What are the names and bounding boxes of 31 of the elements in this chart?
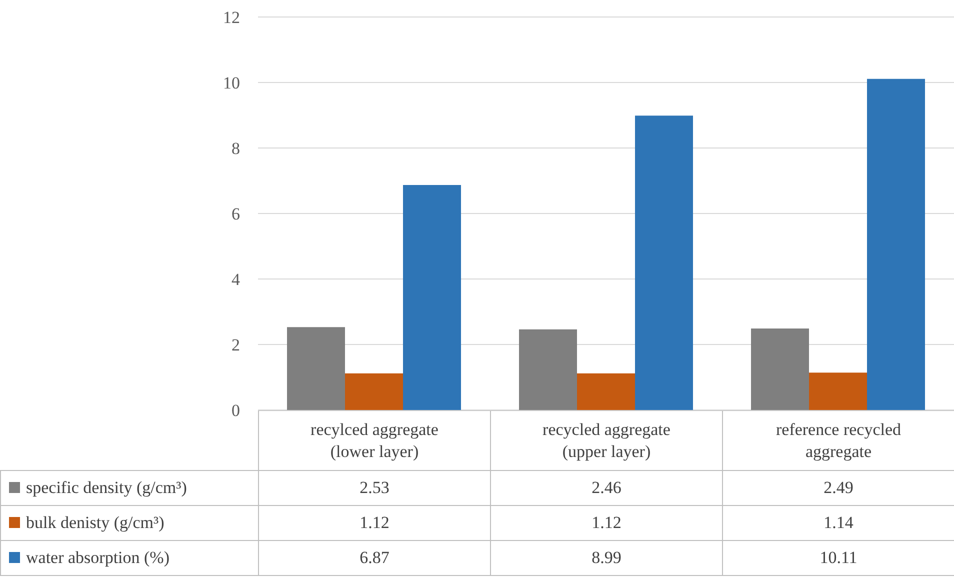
data-label: 10.11 [722,540,954,576]
bar [287,327,345,410]
y-tick-label: 6 [232,204,240,224]
x-tick-label: recycled aggregate (upper layer) [490,410,722,470]
bar [751,328,809,410]
bar [867,78,925,410]
data-label: 1.14 [722,506,954,540]
y-tick-label: 4 [232,270,240,290]
data-label: 1.12 [258,506,490,540]
y-tick-label: 12 [223,8,240,28]
data-label: 2.46 [490,470,722,506]
y-tick-label: 0 [232,401,240,420]
data-label: 2.49 [722,470,954,506]
y-tick-label: 10 [223,74,240,93]
y-tick-label: 8 [232,139,240,158]
bar [577,373,635,410]
x-tick-label: recylced aggregate (lower layer) [258,410,490,470]
bar [519,329,577,410]
bar [345,373,403,410]
bar [635,116,693,410]
legend-label: bulk denisty (g/cm³) [26,513,164,532]
legend-label: specific density (g/cm³) [26,478,187,497]
bar [809,372,867,410]
bar [403,185,461,410]
x-tick-label: reference recycled aggregate [722,410,954,470]
y-tick-label: 2 [232,336,240,355]
data-label: 2.53 [258,470,490,506]
legend-label: water absorption (%) [26,548,170,567]
data-label: 6.87 [258,540,490,576]
data-label: 1.12 [490,506,722,540]
data-label: 8.99 [490,540,722,576]
